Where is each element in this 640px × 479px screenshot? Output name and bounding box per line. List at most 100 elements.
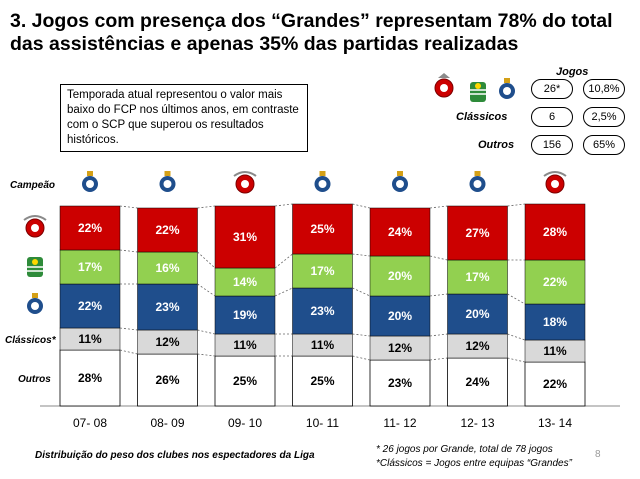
data-label-benfica: 25% <box>310 222 334 236</box>
data-label-sporting: 16% <box>155 261 179 275</box>
data-label-porto: 23% <box>155 300 179 314</box>
data-label-sporting: 22% <box>543 275 567 289</box>
data-label-benfica: 24% <box>388 225 412 239</box>
connector-line <box>507 333 526 341</box>
footnote-right: * 26 jogos por Grande, total de 78 jogos… <box>376 443 572 471</box>
data-label-benfica: 22% <box>78 221 102 235</box>
x-tick-label: 11- 12 <box>383 416 416 430</box>
connector-line <box>429 333 448 337</box>
bar-segment-porto <box>292 287 353 335</box>
connector-line <box>119 349 138 355</box>
x-tick-label: 10- 11 <box>306 416 339 430</box>
connector-line <box>352 253 371 257</box>
bar-segment-benfica <box>369 207 431 257</box>
bar-segment-outros <box>524 361 586 407</box>
connector-line <box>197 283 216 297</box>
sporting-icon <box>27 257 43 277</box>
data-label-classicos: 11% <box>543 344 567 358</box>
connector-line <box>352 203 371 209</box>
connector-line <box>429 255 448 261</box>
data-label-benfica: 31% <box>233 230 257 244</box>
bar-segment-sporting <box>447 259 508 295</box>
data-label-classicos: 12% <box>388 341 412 355</box>
footnote-grandes: * 26 jogos por Grande, total de 78 jogos <box>376 444 553 455</box>
bar-segment-porto <box>524 303 586 341</box>
data-label-benfica: 28% <box>543 225 567 239</box>
connector-line <box>274 287 293 297</box>
data-label-porto: 19% <box>233 308 257 322</box>
benfica-icon <box>434 73 454 98</box>
callout-note: Temporada atual representou o valor mais… <box>60 84 308 152</box>
connector-line <box>352 287 371 297</box>
bar-segment-classicos <box>447 333 508 359</box>
sporting-icon <box>470 82 486 102</box>
data-label-porto: 18% <box>543 315 567 329</box>
porto-icon <box>499 78 515 99</box>
footnote-classicos: *Clássicos = Jogos entre equipas “Grande… <box>376 458 572 469</box>
summary-header-jogos: Jogos <box>556 66 589 78</box>
connector-line <box>197 205 216 209</box>
data-label-classicos: 11% <box>78 332 102 346</box>
x-tick-label: 13- 14 <box>538 416 572 430</box>
connector-line <box>507 203 526 207</box>
bar-segment-outros <box>292 355 353 407</box>
data-label-sporting: 17% <box>310 264 334 278</box>
x-tick-label: 12- 13 <box>460 416 494 430</box>
bar-segment-outros <box>447 357 508 407</box>
porto-icon <box>469 171 486 192</box>
connector-line <box>119 249 138 253</box>
data-label-outros: 26% <box>155 373 179 387</box>
data-label-classicos: 12% <box>155 335 179 349</box>
data-label-porto: 20% <box>465 307 489 321</box>
data-label-classicos: 11% <box>311 338 335 352</box>
connector-line <box>429 357 448 361</box>
summary-classicos-games: 6 <box>531 107 573 127</box>
data-label-classicos: 11% <box>233 338 257 352</box>
bar-segment-porto <box>137 283 198 331</box>
summary-outros-pct: 65% <box>583 135 625 155</box>
bar-segment-porto <box>369 295 431 337</box>
benfica-icon <box>23 215 47 238</box>
row-label-outros: Outros <box>18 374 51 385</box>
data-label-outros: 28% <box>78 371 102 385</box>
summary-classicos-label: Clássicos <box>456 111 508 123</box>
footnote-left: Distribuição do peso dos clubes nos espe… <box>35 450 315 461</box>
connector-line <box>429 293 448 297</box>
summary-outros-label: Outros <box>478 139 515 151</box>
connector-line <box>274 253 293 269</box>
bar-segment-sporting <box>524 259 586 305</box>
x-tick-label: 09- 10 <box>228 416 262 430</box>
data-label-sporting: 17% <box>465 270 489 284</box>
bar-segment-benfica <box>137 207 198 253</box>
bar-segment-classicos <box>369 335 431 361</box>
bar-segment-outros <box>59 349 121 407</box>
data-label-porto: 23% <box>310 304 334 318</box>
page-title: 3. Jogos com presença dos “Grandes” repr… <box>10 10 613 55</box>
data-label-outros: 23% <box>388 376 412 390</box>
benfica-icon <box>543 171 567 194</box>
row-label-classicos: Clássicos* <box>5 335 57 346</box>
connector-line <box>197 251 216 269</box>
data-label-sporting: 17% <box>78 260 102 274</box>
bar-segment-porto <box>214 295 276 335</box>
connector-line <box>197 353 216 357</box>
connector-line <box>352 355 371 361</box>
bar-segment-porto <box>59 283 121 329</box>
connector-line <box>197 329 216 335</box>
connector-line <box>119 205 138 209</box>
connector-line <box>119 327 138 331</box>
bar-segment-outros <box>369 359 431 407</box>
porto-icon <box>314 171 331 192</box>
bar-segment-sporting <box>59 249 121 285</box>
bar-segment-benfica <box>447 205 508 261</box>
connector-line <box>274 203 293 207</box>
x-tick-label: 08- 09 <box>150 416 184 430</box>
connector-line <box>352 333 371 337</box>
benfica-icon <box>233 171 257 194</box>
bar-segment-benfica <box>59 205 121 251</box>
porto-icon <box>159 171 176 192</box>
data-label-outros: 25% <box>233 374 257 388</box>
porto-icon <box>392 171 408 192</box>
summary-grandes-pct: 10,8% <box>583 79 625 99</box>
